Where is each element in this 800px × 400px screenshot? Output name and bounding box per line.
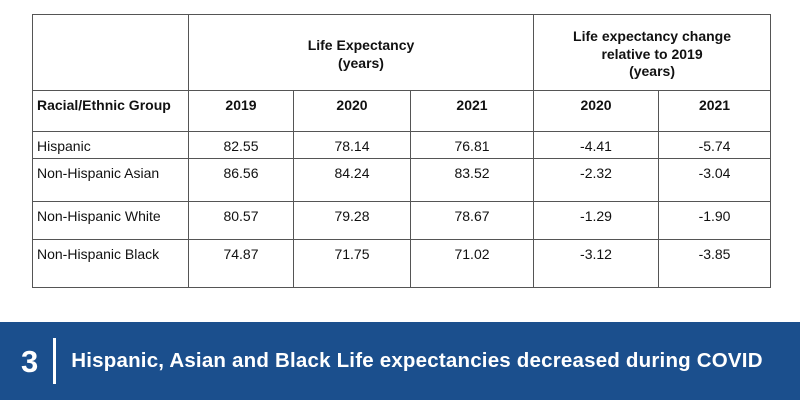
cell-value: 71.02	[409, 239, 535, 288]
banner-divider	[53, 338, 57, 384]
cell-value: 78.14	[293, 131, 411, 159]
empty-corner-cell	[32, 14, 189, 91]
row-label: Non-Hispanic Black	[32, 239, 189, 288]
cell-value: -3.12	[533, 239, 660, 288]
cell-value: -3.85	[658, 239, 772, 288]
column-header-2019: 2019	[188, 90, 294, 132]
cell-value: 86.56	[188, 158, 294, 202]
slide-title: Hispanic, Asian and Black Life expectanc…	[71, 349, 763, 372]
cell-value: 74.87	[188, 239, 294, 288]
table-column-header-row: Racial/Ethnic Group 2019 2020 2021 2020 …	[32, 90, 772, 132]
cell-value: -1.90	[658, 201, 772, 240]
cell-value: -4.41	[533, 131, 660, 159]
cell-value: 79.28	[293, 201, 411, 240]
cell-value: -1.29	[533, 201, 660, 240]
cell-value: 76.81	[409, 131, 535, 159]
cell-value: -5.74	[658, 131, 772, 159]
table-row-non-hispanic-black: Non-Hispanic Black 74.87 71.75 71.02 -3.…	[32, 239, 772, 288]
cell-value: -2.32	[533, 158, 660, 202]
cell-value: 71.75	[293, 239, 411, 288]
table-row-non-hispanic-asian: Non-Hispanic Asian 86.56 84.24 83.52 -2.…	[32, 158, 772, 202]
cell-value: 80.57	[188, 201, 294, 240]
column-header-change-2021: 2021	[658, 90, 772, 132]
cell-value: 84.24	[293, 158, 411, 202]
row-label: Non-Hispanic White	[32, 201, 189, 240]
table-row-hispanic: Hispanic 82.55 78.14 76.81 -4.41 -5.74	[32, 131, 772, 159]
table-row-non-hispanic-white: Non-Hispanic White 80.57 79.28 78.67 -1.…	[32, 201, 772, 240]
life-expectancy-table: Life Expectancy (years) Life expectancy …	[32, 14, 772, 288]
row-label: Non-Hispanic Asian	[32, 158, 189, 202]
row-label: Hispanic	[32, 131, 189, 159]
slide-footer-banner: 3 Hispanic, Asian and Black Life expecta…	[0, 322, 800, 400]
column-header-2021: 2021	[409, 90, 535, 132]
change-group-header: Life expectancy change relative to 2019 …	[533, 14, 772, 91]
column-header-group: Racial/Ethnic Group	[32, 90, 189, 132]
cell-value: -3.04	[658, 158, 772, 202]
column-header-change-2020: 2020	[533, 90, 660, 132]
column-header-2020: 2020	[293, 90, 411, 132]
cell-value: 82.55	[188, 131, 294, 159]
cell-value: 78.67	[409, 201, 535, 240]
slide-number: 3	[21, 343, 39, 379]
table-group-header-row: Life Expectancy (years) Life expectancy …	[32, 14, 772, 91]
cell-value: 83.52	[409, 158, 535, 202]
life-expectancy-group-header: Life Expectancy (years)	[187, 14, 535, 91]
